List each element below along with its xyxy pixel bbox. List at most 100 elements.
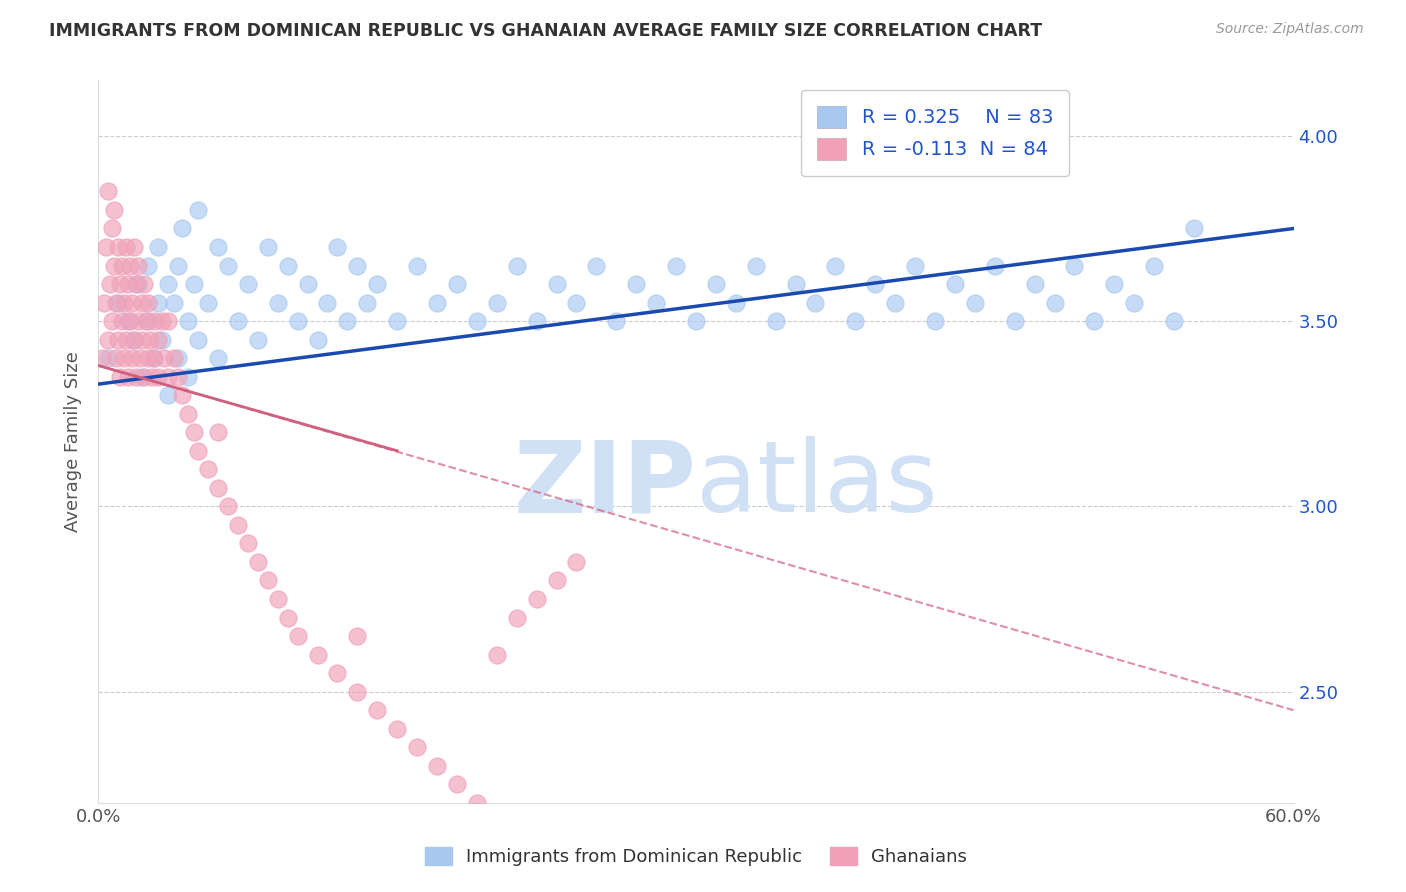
- Point: [177, 369, 200, 384]
- Point: [526, 592, 548, 607]
- Point: [110, 369, 132, 384]
- Point: [446, 777, 468, 791]
- Point: [97, 333, 120, 347]
- Point: [1063, 259, 1085, 273]
- Point: [127, 314, 149, 328]
- Text: IMMIGRANTS FROM DOMINICAN REPUBLIC VS GHANAIAN AVERAGE FAMILY SIZE CORRELATION C: IMMIGRANTS FROM DOMINICAN REPUBLIC VS GH…: [49, 22, 1042, 40]
- Point: [546, 574, 568, 588]
- Point: [101, 314, 124, 328]
- Point: [136, 351, 159, 366]
- Point: [110, 277, 132, 291]
- Point: [465, 314, 488, 328]
- Point: [297, 277, 319, 291]
- Point: [150, 314, 173, 328]
- Point: [804, 295, 827, 310]
- Point: [131, 333, 153, 347]
- Text: ZIP: ZIP: [513, 436, 696, 533]
- Text: Source: ZipAtlas.com: Source: ZipAtlas.com: [1216, 22, 1364, 37]
- Point: [139, 333, 162, 347]
- Point: [1024, 277, 1046, 291]
- Point: [963, 295, 986, 310]
- Point: [115, 240, 138, 254]
- Point: [163, 295, 186, 310]
- Point: [465, 796, 488, 810]
- Point: [143, 351, 166, 366]
- Point: [124, 333, 146, 347]
- Point: [197, 462, 219, 476]
- Point: [645, 295, 668, 310]
- Point: [141, 369, 163, 384]
- Point: [406, 740, 429, 755]
- Point: [236, 277, 259, 291]
- Point: [287, 629, 309, 643]
- Point: [1163, 314, 1185, 328]
- Point: [148, 240, 170, 254]
- Point: [103, 202, 125, 217]
- Point: [745, 259, 768, 273]
- Point: [187, 333, 209, 347]
- Point: [183, 277, 205, 291]
- Point: [197, 295, 219, 310]
- Point: [485, 295, 508, 310]
- Point: [924, 314, 946, 328]
- Point: [91, 351, 114, 366]
- Point: [153, 351, 176, 366]
- Point: [346, 684, 368, 698]
- Point: [884, 295, 907, 310]
- Point: [565, 295, 588, 310]
- Point: [163, 351, 186, 366]
- Point: [256, 574, 278, 588]
- Point: [148, 333, 170, 347]
- Point: [97, 185, 120, 199]
- Point: [307, 648, 329, 662]
- Point: [226, 314, 249, 328]
- Point: [385, 722, 409, 736]
- Point: [207, 481, 229, 495]
- Point: [187, 202, 209, 217]
- Point: [120, 259, 142, 273]
- Point: [121, 295, 143, 310]
- Point: [120, 314, 142, 328]
- Point: [134, 369, 156, 384]
- Point: [236, 536, 259, 550]
- Point: [117, 314, 139, 328]
- Point: [177, 407, 200, 421]
- Point: [585, 259, 607, 273]
- Point: [157, 314, 180, 328]
- Point: [865, 277, 887, 291]
- Point: [148, 369, 170, 384]
- Point: [96, 240, 118, 254]
- Point: [824, 259, 846, 273]
- Point: [256, 240, 278, 254]
- Point: [665, 259, 688, 273]
- Point: [326, 666, 349, 681]
- Point: [167, 351, 190, 366]
- Point: [143, 351, 166, 366]
- Point: [785, 277, 807, 291]
- Point: [626, 277, 648, 291]
- Point: [111, 259, 134, 273]
- Point: [406, 259, 429, 273]
- Point: [287, 314, 309, 328]
- Point: [526, 314, 548, 328]
- Point: [1083, 314, 1105, 328]
- Point: [125, 277, 148, 291]
- Point: [217, 500, 239, 514]
- Point: [157, 369, 180, 384]
- Point: [136, 314, 159, 328]
- Point: [356, 295, 378, 310]
- Point: [157, 388, 180, 402]
- Point: [105, 295, 128, 310]
- Point: [107, 333, 129, 347]
- Legend: Immigrants from Dominican Republic, Ghanaians: Immigrants from Dominican Republic, Ghan…: [418, 839, 974, 873]
- Y-axis label: Average Family Size: Average Family Size: [63, 351, 82, 532]
- Point: [366, 277, 388, 291]
- Point: [124, 333, 146, 347]
- Point: [1182, 221, 1205, 235]
- Point: [172, 221, 194, 235]
- Point: [207, 425, 229, 440]
- Point: [485, 648, 508, 662]
- Point: [366, 703, 388, 717]
- Point: [1143, 259, 1166, 273]
- Point: [150, 333, 173, 347]
